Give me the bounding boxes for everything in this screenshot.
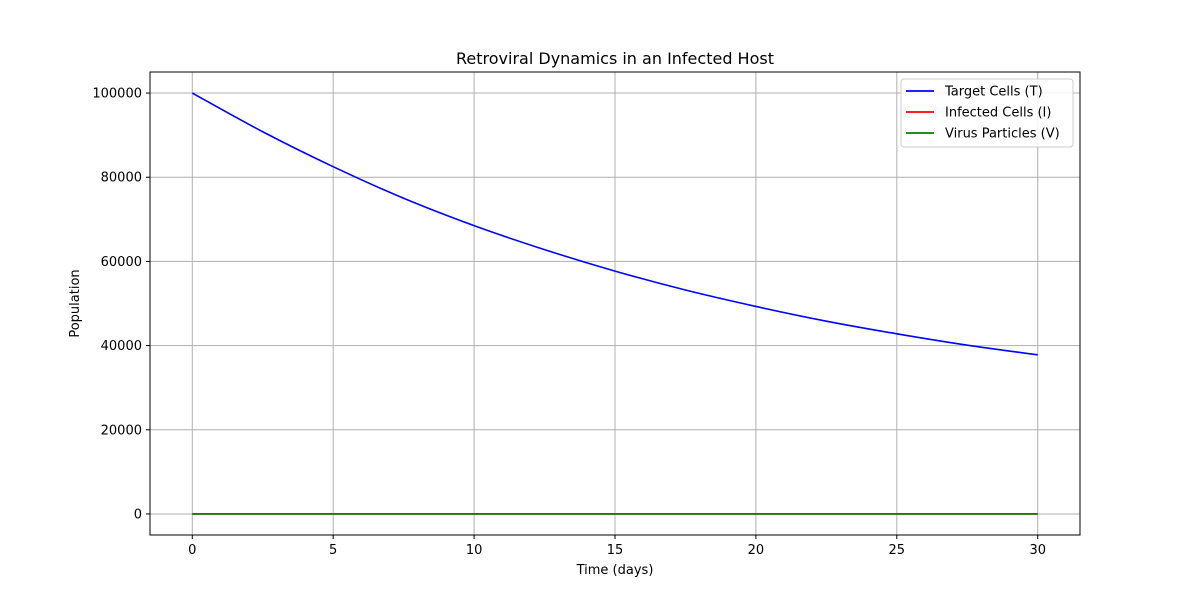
series-lines [191, 92, 1038, 515]
chart-title: Retroviral Dynamics in an Infected Host [456, 49, 774, 68]
legend-entry-label: Target Cells (T) [944, 85, 1043, 100]
y-tick-label: 20000 [101, 423, 142, 438]
y-tick-label: 100000 [92, 87, 142, 102]
x-tick-label: 30 [1029, 543, 1046, 558]
legend-box [900, 78, 1074, 148]
x-tick-label: 20 [748, 543, 765, 558]
y-tick-label: 0 [134, 507, 142, 522]
series-line-0 [191, 92, 1038, 356]
x-axis-label: Time (days) [576, 563, 654, 578]
y-tick-label: 60000 [101, 255, 142, 270]
legend: Target Cells (T) Infected Cells (I) Virus … [900, 78, 1074, 148]
legend-entry-label: Infected Cells (I) [945, 106, 1051, 121]
x-tick-label: 15 [607, 543, 624, 558]
axis-ticks: 0 5 10 15 20 25 30 0 20000 40000 60000 80000 100000 [92, 87, 1046, 558]
x-tick-label: 0 [188, 543, 196, 558]
y-tick-label: 40000 [101, 339, 142, 354]
x-tick-label: 5 [329, 543, 337, 558]
y-tick-label: 80000 [101, 171, 142, 186]
y-axis-label: Population [68, 269, 83, 337]
x-tick-label: 10 [466, 543, 483, 558]
legend-entry-label: Virus Particles (V) [945, 127, 1060, 142]
x-tick-label: 25 [889, 543, 906, 558]
